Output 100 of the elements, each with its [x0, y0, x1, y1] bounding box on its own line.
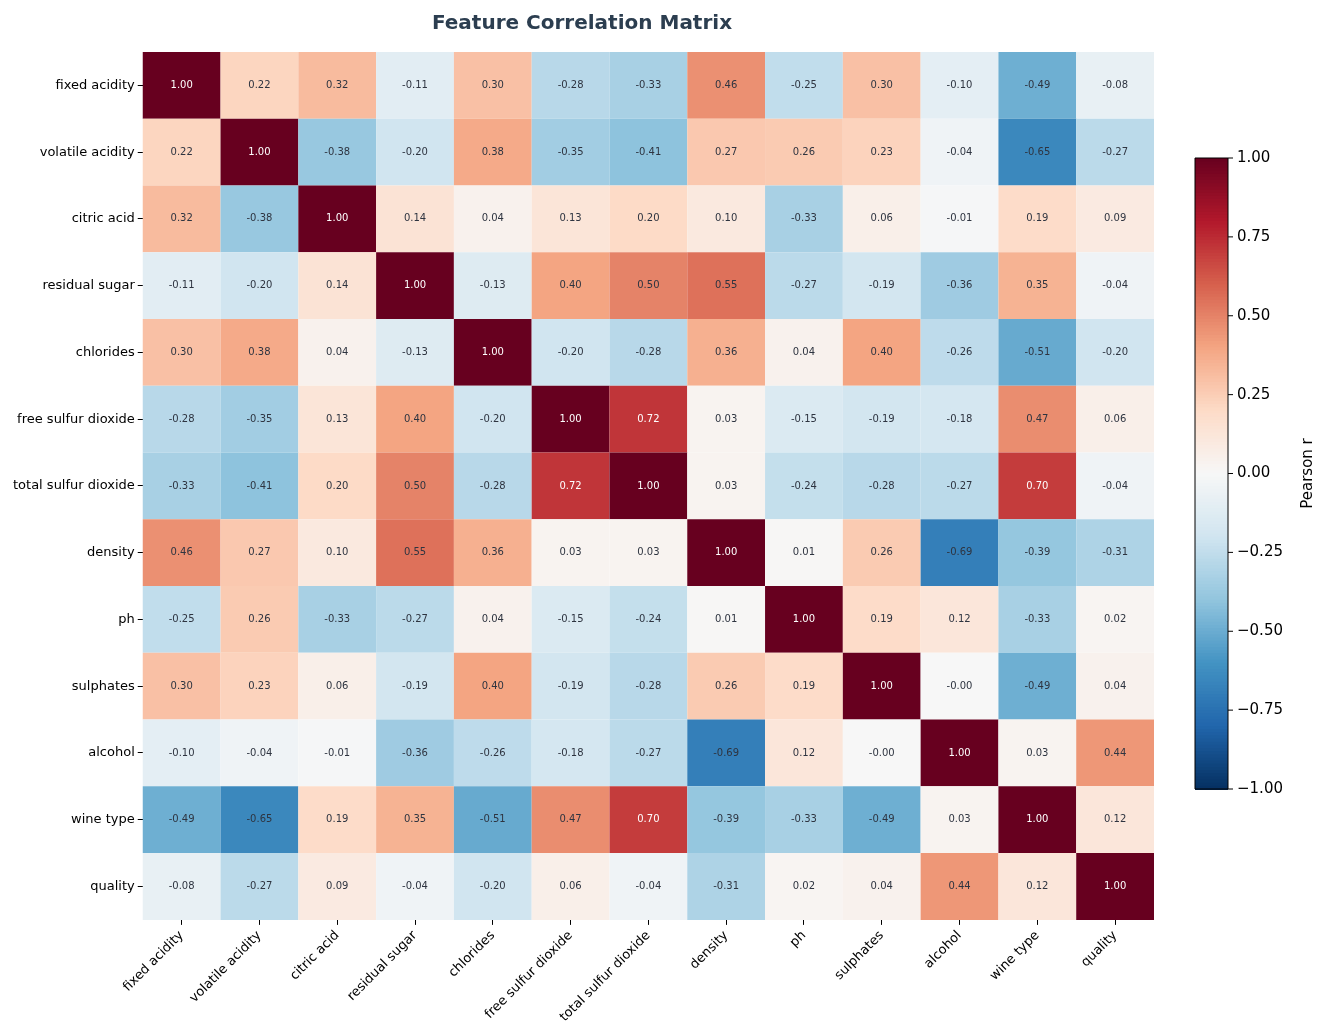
data-label: 0.03: [637, 546, 660, 558]
data-label: 0.19: [792, 679, 816, 691]
data-label: 0.10: [715, 212, 738, 224]
data-label: 1.00: [637, 479, 660, 491]
y-tick-label: density: [87, 544, 136, 560]
color-bar-label: 1.00: [1237, 147, 1271, 166]
data-label: 0.38: [248, 346, 271, 358]
data-label: 1.00: [326, 212, 349, 224]
data-label: -0.39: [1024, 546, 1051, 558]
data-label: 0.40: [870, 346, 893, 358]
data-label: -0.33: [635, 78, 662, 90]
data-label: -0.31: [713, 880, 740, 892]
data-label: -0.69: [946, 546, 973, 558]
data-label: 0.36: [481, 546, 504, 558]
data-label: 0.04: [870, 880, 893, 892]
data-label: 0.72: [637, 412, 660, 424]
data-label: 0.03: [1026, 746, 1049, 758]
chart-title: Feature Correlation Matrix: [431, 10, 733, 35]
data-label: 0.12: [1103, 813, 1127, 825]
data-label: -0.33: [791, 813, 817, 825]
data-label: -0.41: [246, 479, 273, 491]
data-label: 0.72: [559, 479, 582, 491]
data-label: -0.35: [246, 412, 273, 424]
data-label: -0.04: [635, 880, 662, 892]
data-label: -0.20: [479, 412, 506, 424]
data-label: -0.13: [479, 279, 506, 291]
data-label: -0.65: [246, 813, 273, 825]
data-label: -0.25: [791, 78, 817, 90]
y-tick-label: volatile acidity: [39, 143, 136, 159]
data-label: -0.08: [168, 880, 195, 892]
data-label: 0.03: [948, 813, 971, 825]
data-label: 1.00: [170, 78, 193, 90]
data-label: 0.46: [170, 546, 193, 558]
data-label: 0.23: [248, 679, 271, 691]
data-label: -0.15: [557, 613, 584, 625]
data-label: -0.10: [168, 746, 195, 758]
data-label: 0.14: [326, 279, 349, 291]
data-label: 0.04: [1103, 679, 1127, 691]
data-label: 0.26: [792, 145, 816, 157]
y-tick-label: wine type: [71, 811, 135, 827]
y-tick-label: alcohol: [88, 744, 135, 760]
data-label: 1.00: [403, 279, 427, 291]
data-label: -0.24: [635, 613, 662, 625]
data-label: -0.36: [946, 279, 973, 291]
data-label: 1.00: [948, 746, 971, 758]
data-label: 0.19: [326, 813, 349, 825]
y-tick-label: quality: [90, 877, 136, 893]
data-label: 0.55: [715, 279, 738, 291]
data-label: 0.06: [326, 679, 349, 691]
data-label: -0.51: [479, 813, 506, 825]
data-label: -0.00: [868, 746, 895, 758]
data-label: 1.00: [559, 412, 582, 424]
data-label: 0.14: [403, 212, 427, 224]
data-label: -0.18: [946, 412, 973, 424]
data-label: 0.03: [715, 479, 738, 491]
y-tick-label: fixed acidity: [55, 76, 136, 92]
data-label: 1.00: [870, 679, 893, 691]
data-label: -0.49: [168, 813, 195, 825]
data-label: 0.44: [1103, 746, 1127, 758]
data-label: -0.08: [1102, 78, 1129, 90]
data-label: 0.35: [1026, 279, 1049, 291]
data-label: 0.06: [870, 212, 893, 224]
data-label: 0.50: [637, 279, 660, 291]
data-label: 0.10: [326, 546, 349, 558]
data-label: 0.32: [170, 212, 193, 224]
color-bar-label: 0.50: [1237, 305, 1271, 324]
data-label: -0.51: [1024, 346, 1051, 358]
data-label: 0.35: [403, 813, 427, 825]
data-label: 0.03: [715, 412, 738, 424]
y-tick-label: total sulfur dioxide: [13, 477, 135, 493]
data-label: 0.06: [559, 880, 582, 892]
data-label: -0.19: [868, 279, 895, 291]
data-label: -0.27: [635, 746, 662, 758]
data-label: 0.40: [481, 679, 504, 691]
data-label: -0.65: [1024, 145, 1051, 157]
data-label: -0.36: [402, 746, 428, 758]
y-tick-label: ph: [118, 610, 135, 626]
data-label: 0.44: [948, 880, 971, 892]
data-label: -0.31: [1102, 546, 1129, 558]
data-label: -0.10: [946, 78, 973, 90]
data-label: 0.30: [870, 78, 893, 90]
data-label: -0.35: [557, 145, 584, 157]
data-label: 0.19: [870, 613, 893, 625]
data-label: 0.20: [637, 212, 660, 224]
data-label: 1.00: [1103, 880, 1127, 892]
data-label: 0.04: [792, 346, 816, 358]
data-label: -0.41: [635, 145, 662, 157]
color-bar-label: 0.25: [1237, 384, 1271, 403]
data-label: -0.28: [635, 346, 662, 358]
data-label: -0.11: [402, 78, 428, 90]
data-label: -0.04: [246, 746, 273, 758]
data-label: 0.04: [326, 346, 349, 358]
data-label: -0.49: [1024, 679, 1051, 691]
color-bar-label: −0.75: [1237, 700, 1283, 719]
data-label: -0.27: [946, 479, 973, 491]
data-label: 0.40: [559, 279, 582, 291]
data-label: 0.46: [715, 78, 738, 90]
data-label: -0.28: [168, 412, 195, 424]
color-bar-label: −0.50: [1237, 621, 1283, 640]
data-label: 0.70: [637, 813, 660, 825]
